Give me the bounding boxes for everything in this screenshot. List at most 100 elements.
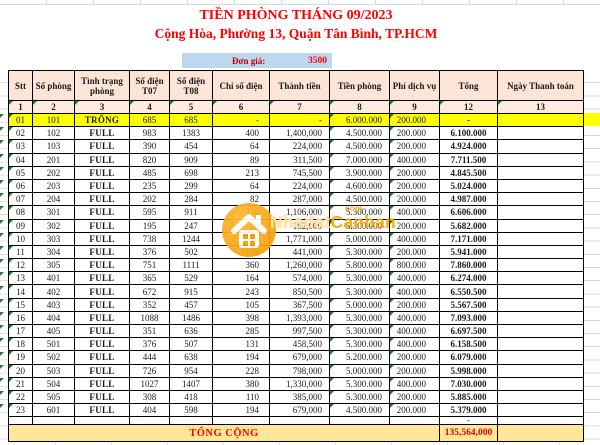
cell-kwh[interactable]: 194 <box>213 351 270 365</box>
grand-total-label[interactable]: TỔNG CỘNG <box>8 425 440 443</box>
cell-status[interactable]: FULL <box>75 127 130 141</box>
column-header[interactable]: Tổng <box>440 71 498 101</box>
cell-t08[interactable]: 507 <box>170 338 213 352</box>
cell-stt[interactable]: 03 <box>8 140 33 154</box>
cell-paid[interactable] <box>498 351 584 365</box>
column-number-cell[interactable]: 6 <box>213 101 270 114</box>
cell-fee[interactable]: 200.000 <box>390 404 440 418</box>
cell-empty[interactable] <box>330 417 390 426</box>
cell-stt[interactable]: 07 <box>8 193 33 207</box>
cell-kwh[interactable]: 213 <box>213 166 270 180</box>
cell-total[interactable]: 6.274.000 <box>440 272 498 286</box>
cell-t07[interactable]: 726 <box>130 364 170 378</box>
cell-fee[interactable]: 800.000 <box>390 259 440 273</box>
cell-kwh[interactable]: 82 <box>213 193 270 207</box>
cell-fee[interactable]: 200.000 <box>390 390 440 405</box>
cell-paid[interactable] <box>498 364 584 378</box>
cell-elec[interactable]: 287,000 <box>270 193 330 207</box>
cell-room[interactable]: 401 <box>33 272 75 286</box>
cell-kwh[interactable]: 243 <box>213 285 270 299</box>
cell-t07[interactable]: 1088 <box>130 311 170 325</box>
cell-empty[interactable] <box>390 417 440 426</box>
cell-empty[interactable] <box>75 417 130 426</box>
cell-empty[interactable]: - <box>440 417 498 426</box>
cell-t08[interactable]: 911 <box>170 206 213 220</box>
cell-total[interactable]: 7.171.000 <box>440 232 498 246</box>
cell-stt[interactable]: 22 <box>8 390 33 405</box>
cell-rent[interactable]: 4.500.000 <box>330 140 390 154</box>
cell-fee[interactable]: 200.000 <box>390 351 440 365</box>
cell-rent[interactable]: 5.300.000 <box>330 311 390 325</box>
cell-elec[interactable]: 1,260,000 <box>270 259 330 273</box>
cell-fee[interactable]: 200.000 <box>390 245 440 260</box>
cell-rent[interactable]: 5.300.000 <box>330 219 390 233</box>
cell-t08[interactable]: 502 <box>170 245 213 260</box>
cell-t07[interactable]: 820 <box>130 153 170 167</box>
cell-fee[interactable]: 400.000 <box>390 325 440 339</box>
cell-elec[interactable]: 224,000 <box>270 179 330 194</box>
cell-kwh[interactable]: 400 <box>213 127 270 141</box>
cell-fee[interactable]: 400.000 <box>390 206 440 220</box>
cell-total[interactable]: 6.079.000 <box>440 351 498 365</box>
cell-total[interactable]: 6.606.000 <box>440 206 498 220</box>
grand-total-value[interactable]: 135,564,000 <box>440 425 498 443</box>
cell-t07[interactable]: 365 <box>130 272 170 286</box>
cell-total[interactable]: 7.711.500 <box>440 153 498 167</box>
cell-t08[interactable]: 457 <box>170 298 213 312</box>
cell-stt[interactable]: 12 <box>8 259 33 273</box>
cell-status[interactable]: FULL <box>75 390 130 405</box>
cell-paid[interactable] <box>498 298 584 312</box>
cell-kwh[interactable]: 52 <box>213 219 270 233</box>
cell-room[interactable]: 502 <box>33 351 75 365</box>
cell-fee[interactable]: 400.000 <box>390 311 440 325</box>
cell-stt[interactable]: 23 <box>8 404 33 418</box>
cell-rent[interactable]: 5.200.000 <box>330 351 390 365</box>
cell-stt[interactable]: 05 <box>8 166 33 180</box>
cell-room[interactable]: 203 <box>33 179 75 194</box>
cell-t07[interactable]: 685 <box>130 114 170 128</box>
cell-rent[interactable]: 5.300.000 <box>330 206 390 220</box>
cell-paid[interactable] <box>498 325 584 339</box>
cell-status[interactable]: FULL <box>75 272 130 286</box>
cell-room[interactable]: 303 <box>33 232 75 246</box>
cell-fee[interactable]: 200.000 <box>390 114 440 128</box>
cell-paid[interactable] <box>498 166 584 180</box>
cell-t08[interactable]: 685 <box>170 114 213 128</box>
cell-empty[interactable] <box>498 417 584 426</box>
cell-stt[interactable]: 15 <box>8 298 33 312</box>
cell-total[interactable]: 4.987.000 <box>440 193 498 207</box>
cell-paid[interactable] <box>498 245 584 260</box>
cell-elec[interactable]: 182,000 <box>270 219 330 233</box>
cell-total[interactable]: 6.100.000 <box>440 127 498 141</box>
cell-room[interactable]: 402 <box>33 285 75 299</box>
cell-room[interactable]: 102 <box>33 127 75 141</box>
cell-kwh[interactable]: 506 <box>213 232 270 246</box>
cell-kwh[interactable]: 398 <box>213 311 270 325</box>
column-header[interactable]: Stt <box>8 71 33 101</box>
cell-t08[interactable]: 1486 <box>170 311 213 325</box>
cell-stt[interactable]: 21 <box>8 377 33 391</box>
cell-paid[interactable] <box>498 206 584 220</box>
cell-elec[interactable]: 1,771,000 <box>270 232 330 246</box>
cell-t07[interactable]: 352 <box>130 298 170 312</box>
cell-fee[interactable]: 400.000 <box>390 232 440 246</box>
cell-paid[interactable] <box>498 272 584 286</box>
column-header[interactable]: Số phòng <box>33 71 75 101</box>
column-header[interactable]: Chỉ số điện <box>213 71 270 101</box>
cell-t08[interactable]: 529 <box>170 272 213 286</box>
cell-total[interactable]: 7.093.000 <box>440 311 498 325</box>
cell-t07[interactable]: 444 <box>130 351 170 365</box>
cell-rent[interactable]: 5.300.000 <box>330 325 390 339</box>
cell-t08[interactable]: 1383 <box>170 127 213 141</box>
cell-t08[interactable]: 954 <box>170 364 213 378</box>
cell-fee[interactable]: 400.000 <box>390 377 440 391</box>
unit-price-cell[interactable]: Đơn giá: 3500 <box>182 53 332 68</box>
cell-kwh[interactable]: 360 <box>213 259 270 273</box>
cell-fee[interactable]: 400.000 <box>390 338 440 352</box>
cell-empty[interactable] <box>270 417 330 426</box>
cell-status[interactable]: FULL <box>75 298 130 312</box>
cell-status[interactable]: FULL <box>75 404 130 418</box>
cell-elec[interactable]: 441,000 <box>270 245 330 260</box>
column-number-cell[interactable]: 9 <box>390 101 440 114</box>
cell-empty[interactable] <box>130 417 170 426</box>
